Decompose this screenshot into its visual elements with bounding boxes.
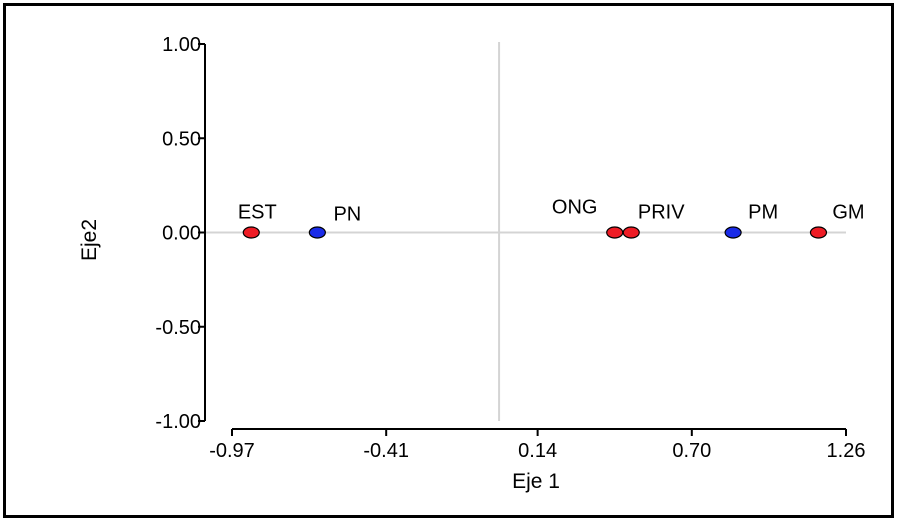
data-point-pn (308, 226, 326, 239)
x-tick-label: 0.14 (518, 440, 557, 462)
data-point-est (242, 226, 260, 239)
point-label-priv: PRIV (638, 202, 685, 224)
y-tick-label: 0.50 (162, 128, 201, 150)
data-points (242, 226, 828, 239)
data-point-pm (724, 226, 742, 239)
x-tick-label: -0.41 (363, 440, 409, 462)
data-point-priv (622, 226, 640, 239)
y-tick-label: -0.50 (155, 317, 201, 339)
x-tick-label: -0.97 (209, 440, 255, 462)
chart-frame (3, 3, 894, 518)
y-axis-title: Eje2 (78, 219, 101, 261)
y-tick-label: 1.00 (162, 34, 201, 56)
x-axis-title: Eje 1 (512, 470, 560, 493)
reference-lines (205, 42, 846, 421)
y-tick-label: -1.00 (155, 411, 201, 433)
x-tick-label: 1.26 (827, 440, 866, 462)
point-label-est: EST (238, 202, 277, 224)
axes: 1.00 0.50 0.00 -0.50 -1.00 -0.97 -0.41 0.14 0.70… (155, 34, 865, 462)
point-labels: EST PN ONG PRIV PM GM (238, 197, 865, 226)
point-label-ong: ONG (552, 197, 598, 219)
data-point-gm (809, 226, 828, 239)
y-tick-label: 0.00 (162, 223, 201, 245)
x-tick-label: 0.70 (672, 440, 711, 462)
point-label-pn: PN (333, 204, 361, 226)
point-label-gm: GM (832, 202, 864, 224)
point-label-pm: PM (748, 202, 778, 224)
data-point-ong (606, 226, 624, 239)
